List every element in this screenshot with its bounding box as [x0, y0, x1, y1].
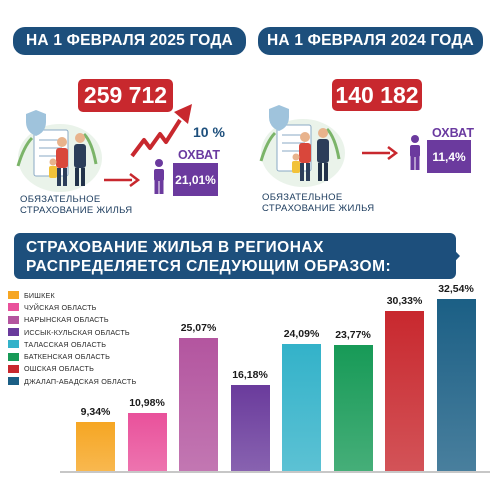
bar-value-label: 9,34% [80, 405, 111, 418]
right-caption-line1: ОБЯЗАТЕЛЬНОЕ [262, 192, 343, 203]
bar-value-label: 24,09% [283, 327, 320, 340]
bar [385, 310, 424, 471]
person-icon [154, 159, 164, 194]
legend-swatch [8, 352, 19, 361]
bar [333, 345, 373, 471]
legend-swatch [8, 315, 19, 324]
bar-value-label: 10,98% [129, 396, 165, 409]
legend-swatch [8, 291, 19, 300]
bar-value-label: 23,77% [335, 329, 371, 342]
bar [127, 412, 167, 471]
bar [179, 338, 218, 471]
right-coverage-value: 11,4% [427, 140, 471, 173]
growth-arrow-icon [130, 104, 192, 158]
right-count-badge: 140 182 [332, 79, 422, 111]
legend-item: ДЖАЛАП-АБАДСКАЯ ОБЛАСТЬ [8, 375, 136, 387]
insurance-family-illustration-left [16, 110, 102, 192]
growth-percent: 10 % [193, 124, 225, 140]
banner-line1: СТРАХОВАНИЕ ЖИЛЬЯ В РЕГИОНАХ [26, 239, 324, 256]
legend-label: ИССЫК-КУЛЬСКАЯ ОБЛАСТЬ [24, 327, 130, 337]
legend-item: БАТКЕНСКАЯ ОБЛАСТЬ [8, 350, 136, 362]
regions-banner: СТРАХОВАНИЕ ЖИЛЬЯ В РЕГИОНАХ РАСПРЕДЕЛЯЕ… [14, 233, 456, 279]
chart-baseline [60, 471, 490, 473]
legend-item: НАРЫНСКАЯ ОБЛАСТЬ [8, 314, 136, 326]
legend-label: НАРЫНСКАЯ ОБЛАСТЬ [24, 315, 109, 325]
legend-label: ДЖАЛАП-АБАДСКАЯ ОБЛАСТЬ [24, 376, 137, 386]
left-caption-line2: СТРАХОВАНИЕ ЖИЛЬЯ [20, 205, 133, 216]
bar [436, 299, 476, 471]
legend-swatch [8, 340, 19, 349]
bar-value-label: 25,07% [180, 322, 217, 335]
legend-item: ОШСКАЯ ОБЛАСТЬ [8, 363, 136, 375]
bar-value-label: 30,33% [386, 294, 423, 307]
left-caption-line1: ОБЯЗАТЕЛЬНОЕ [20, 194, 101, 205]
right-arrow-icon [104, 173, 140, 187]
banner-line2: РАСПРЕДЕЛЯЕТСЯ СЛЕДУЮЩИМ ОБРАЗОМ: [26, 258, 392, 275]
legend-item: ТАЛАССКАЯ ОБЛАСТЬ [8, 338, 136, 350]
left-coverage-value: 21,01% [173, 163, 218, 196]
legend-label: БАТКЕНСКАЯ ОБЛАСТЬ [24, 352, 111, 362]
bar-value-label: 16,18% [232, 369, 268, 382]
legend-item: БИШКЕК [8, 289, 136, 301]
legend-label: ЧУЙСКАЯ ОБЛАСТЬ [24, 302, 97, 312]
legend-swatch [8, 364, 19, 373]
right-coverage-label: ОХВАТ [432, 126, 475, 140]
legend-item: ЧУЙСКАЯ ОБЛАСТЬ [8, 301, 136, 313]
legend-swatch [8, 303, 19, 312]
right-caption-line2: СТРАХОВАНИЕ ЖИЛЬЯ [262, 203, 375, 214]
legend-item: ИССЫК-КУЛЬСКАЯ ОБЛАСТЬ [8, 326, 136, 338]
left-period-title: НА 1 ФЕВРАЛЯ 2025 ГОДА [13, 27, 246, 55]
person-icon-2 [410, 135, 420, 170]
right-arrow-icon-2 [362, 146, 398, 160]
bar-value-label: 32,54% [438, 283, 474, 295]
legend-label: БИШКЕК [24, 290, 55, 300]
banner-tail [438, 233, 460, 279]
legend-label: ТАЛАССКАЯ ОБЛАСТЬ [24, 339, 107, 349]
legend-label: ОШСКАЯ ОБЛАСТЬ [24, 364, 95, 374]
bar [76, 421, 115, 471]
chart-legend: БИШКЕК ЧУЙСКАЯ ОБЛАСТЬ НАРЫНСКАЯ ОБЛАСТЬ ИС… [8, 289, 136, 387]
left-count-badge: 259 712 [78, 79, 173, 112]
right-period-title: НА 1 ФЕВРАЛЯ 2024 ГОДА [258, 27, 483, 55]
bar [282, 343, 321, 471]
left-coverage-label: ОХВАТ [178, 148, 221, 162]
bar [230, 385, 270, 471]
legend-swatch [8, 328, 19, 337]
legend-swatch [8, 377, 19, 386]
insurance-family-illustration-right [259, 105, 345, 187]
